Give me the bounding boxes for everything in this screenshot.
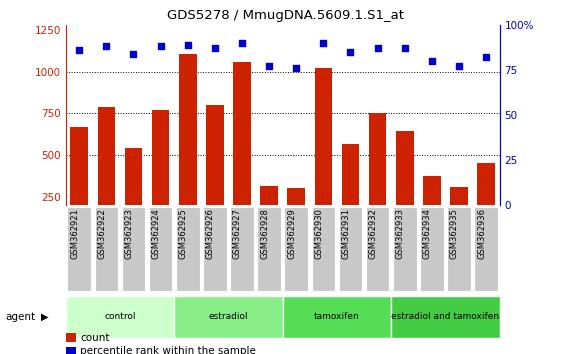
Bar bbox=[283, 296, 391, 338]
Text: GSM362935: GSM362935 bbox=[450, 208, 459, 259]
Text: GSM362921: GSM362921 bbox=[70, 208, 79, 259]
Point bbox=[455, 63, 464, 69]
Text: GSM362922: GSM362922 bbox=[97, 208, 106, 259]
Text: GSM362929: GSM362929 bbox=[287, 208, 296, 259]
Text: GSM362923: GSM362923 bbox=[124, 208, 134, 259]
Point bbox=[427, 58, 436, 64]
Text: count: count bbox=[80, 333, 110, 343]
Bar bbox=[230, 207, 254, 291]
Text: ▶: ▶ bbox=[41, 312, 49, 322]
Text: GSM362927: GSM362927 bbox=[233, 208, 242, 259]
Point bbox=[75, 47, 84, 53]
Bar bbox=[206, 105, 224, 205]
Bar bbox=[258, 207, 281, 291]
Bar bbox=[477, 163, 495, 205]
Bar bbox=[287, 188, 305, 205]
Text: GDS5278 / MmugDNA.5609.1.S1_at: GDS5278 / MmugDNA.5609.1.S1_at bbox=[167, 9, 404, 22]
Text: percentile rank within the sample: percentile rank within the sample bbox=[80, 346, 256, 354]
Text: GSM362930: GSM362930 bbox=[314, 208, 323, 259]
Bar bbox=[233, 62, 251, 205]
Bar bbox=[176, 207, 199, 291]
Bar bbox=[149, 207, 172, 291]
Point bbox=[373, 45, 382, 51]
Text: GSM362928: GSM362928 bbox=[260, 208, 269, 259]
Bar bbox=[420, 207, 444, 291]
Text: tamoxifen: tamoxifen bbox=[314, 312, 360, 321]
Bar bbox=[203, 207, 227, 291]
Text: estradiol and tamoxifen: estradiol and tamoxifen bbox=[391, 312, 500, 321]
Point bbox=[102, 44, 111, 49]
Text: GSM362932: GSM362932 bbox=[368, 208, 377, 259]
Point bbox=[264, 63, 274, 69]
Bar bbox=[98, 107, 115, 205]
Text: estradiol: estradiol bbox=[208, 312, 248, 321]
Text: GSM362925: GSM362925 bbox=[179, 208, 188, 259]
Point bbox=[292, 65, 301, 71]
Point bbox=[481, 55, 490, 60]
Bar bbox=[66, 296, 174, 338]
Bar bbox=[174, 296, 283, 338]
Bar bbox=[339, 207, 362, 291]
Bar bbox=[450, 187, 468, 205]
Point bbox=[156, 44, 165, 49]
Bar bbox=[179, 54, 196, 205]
Point bbox=[400, 45, 409, 51]
Bar bbox=[67, 207, 91, 291]
Point bbox=[238, 40, 247, 46]
Point bbox=[210, 45, 219, 51]
Bar bbox=[152, 110, 170, 205]
Bar bbox=[95, 207, 118, 291]
Text: agent: agent bbox=[6, 312, 36, 322]
Text: GSM362933: GSM362933 bbox=[396, 208, 405, 259]
Bar bbox=[124, 148, 142, 205]
Bar bbox=[312, 207, 335, 291]
Bar bbox=[447, 207, 471, 291]
Bar bbox=[391, 296, 500, 338]
Bar bbox=[396, 131, 413, 205]
Text: GSM362924: GSM362924 bbox=[151, 208, 160, 259]
Text: control: control bbox=[104, 312, 136, 321]
Text: GSM362934: GSM362934 bbox=[423, 208, 432, 259]
Point bbox=[346, 49, 355, 55]
Bar bbox=[284, 207, 308, 291]
Bar bbox=[122, 207, 145, 291]
Bar bbox=[369, 113, 387, 205]
Bar bbox=[475, 207, 498, 291]
Text: GSM362926: GSM362926 bbox=[206, 208, 215, 259]
Point bbox=[183, 42, 192, 47]
Bar bbox=[423, 176, 441, 205]
Bar bbox=[366, 207, 389, 291]
Point bbox=[319, 40, 328, 46]
Text: GSM362931: GSM362931 bbox=[341, 208, 351, 259]
Bar bbox=[260, 186, 278, 205]
Point bbox=[129, 51, 138, 57]
Bar bbox=[315, 68, 332, 205]
Bar bbox=[341, 144, 359, 205]
Bar bbox=[70, 127, 88, 205]
Text: GSM362936: GSM362936 bbox=[477, 208, 486, 259]
Bar bbox=[393, 207, 416, 291]
